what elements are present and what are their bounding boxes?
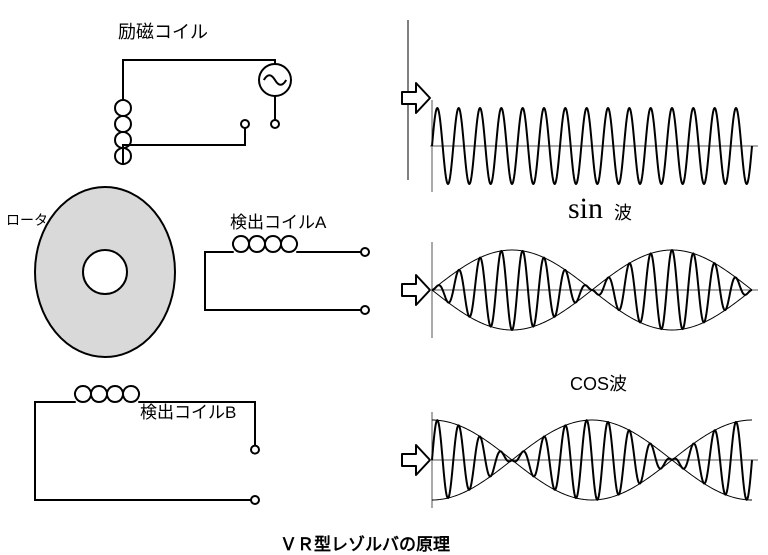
terminal-icon — [241, 120, 249, 128]
sin-envelope-lower — [432, 290, 752, 330]
arrow-icon — [402, 275, 430, 305]
sin-envelope-upper — [432, 250, 752, 290]
detect-a-wiring — [205, 252, 365, 310]
arrow-icon — [402, 83, 430, 113]
terminal-icon — [251, 446, 259, 454]
rotor-hole — [83, 250, 127, 294]
terminal-icon — [361, 306, 369, 314]
detect-a-coil-icon — [233, 236, 297, 252]
terminal-icon — [251, 496, 259, 504]
terminal-icon — [271, 120, 279, 128]
diagram-root: 励磁コイル ローター 検出コイルA 検出コイルB sin 波 COS波 ＶＲ型レ… — [0, 0, 768, 555]
arrow-icon — [402, 445, 430, 475]
detect-b-coil-icon — [75, 386, 139, 402]
detect-b-wiring — [35, 402, 255, 500]
terminal-icon — [361, 248, 369, 256]
svg-layer — [0, 0, 768, 555]
excitation-wiring — [123, 60, 275, 164]
